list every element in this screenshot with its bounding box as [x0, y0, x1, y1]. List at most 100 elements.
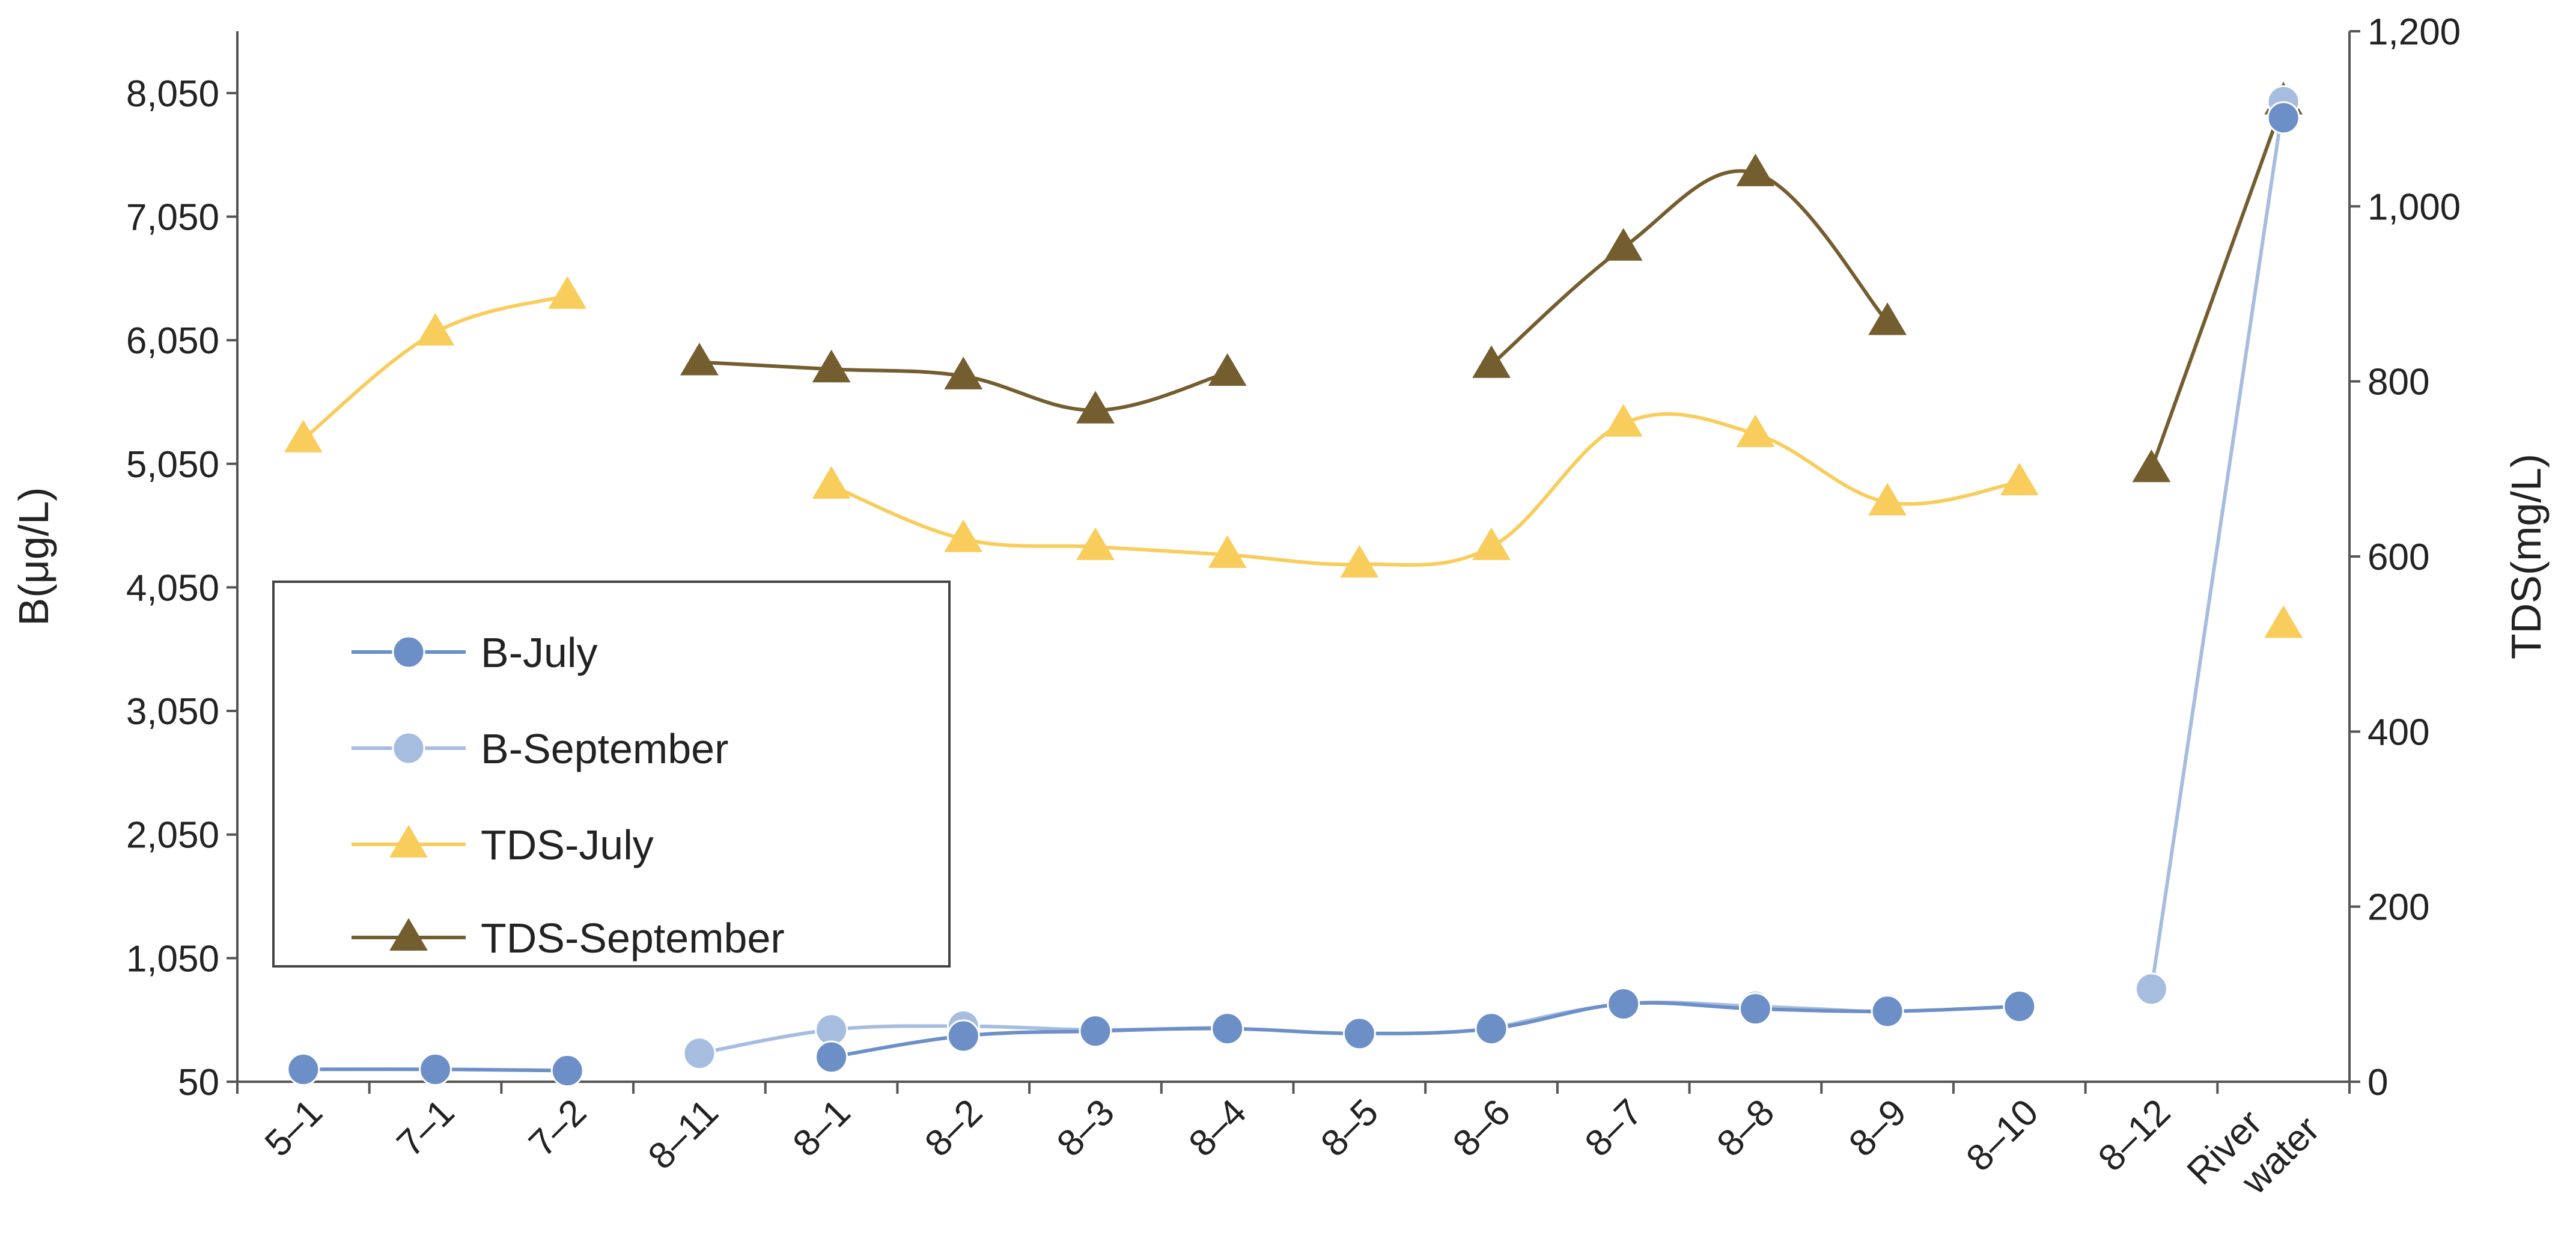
- left-y-ticks: 50 1,050 2,050 3,050 4,050 5,050 6,050 7,050 8,0…: [126, 73, 237, 1103]
- legend-label: TDS-September: [481, 915, 785, 962]
- data-point: [2000, 462, 2039, 496]
- data-point: [1472, 345, 1511, 378]
- x-tick-label: 8–5: [1313, 1091, 1386, 1165]
- data-point: [1738, 992, 1772, 1026]
- data-point: [1079, 1014, 1112, 1048]
- data-point: [812, 466, 851, 499]
- x-tick-label: 5–1: [257, 1091, 330, 1165]
- legend-marker: [392, 635, 425, 669]
- data-point: [1475, 1012, 1508, 1046]
- data-point: [419, 1052, 452, 1086]
- data-point: [1472, 527, 1511, 560]
- series-b-july: [287, 101, 2300, 1087]
- data-point: [1871, 995, 1904, 1028]
- x-tick-label: 8–7: [1577, 1091, 1651, 1165]
- x-tick-label: 8–12: [2090, 1091, 2178, 1179]
- data-point: [1340, 544, 1379, 578]
- legend-item: TDS-September: [352, 915, 785, 962]
- legend: B-July B-September TDS-July TDS-September: [272, 581, 951, 968]
- legend-item: B-September: [352, 725, 728, 772]
- right-y-tick-label: 800: [2367, 362, 2429, 403]
- data-point: [944, 356, 983, 389]
- x-tick-label: 8–8: [1709, 1091, 1782, 1165]
- left-y-tick-label: 5,050: [126, 444, 219, 486]
- left-y-tick-label: 4,050: [126, 567, 219, 609]
- data-point: [1211, 1012, 1244, 1046]
- data-point: [548, 276, 587, 309]
- data-point: [2134, 972, 2168, 1006]
- data-point: [1604, 228, 1643, 261]
- series-line: [1490, 169, 1889, 367]
- right-y-ticks: 0 200 400 600 800 1,000 1,200: [2349, 11, 2461, 1103]
- data-point: [2267, 101, 2300, 135]
- right-y-tick-label: 600: [2367, 537, 2429, 578]
- right-y-tick-label: 0: [2367, 1062, 2388, 1103]
- series-tds-september: [680, 82, 2303, 483]
- right-y-tick-label: 1,200: [2367, 11, 2461, 53]
- series-line: [831, 1001, 2020, 1059]
- data-point: [946, 1019, 980, 1053]
- right-y-axis-title: TDS(mg/L): [2503, 454, 2550, 659]
- x-tick-label: 8–4: [1181, 1091, 1255, 1165]
- legend-item: B-July: [352, 629, 597, 676]
- data-point: [1208, 353, 1247, 386]
- left-y-tick-label: 6,050: [126, 320, 219, 362]
- x-ticks: 5–1 7–1 7–2 8–11 8–1 8–2 8–3 8–4 8–5 8–6 8–7 8–8 8–9…: [236, 1076, 2351, 1225]
- series-layer: [284, 82, 2303, 1087]
- data-point: [815, 1040, 848, 1074]
- data-point: [1736, 153, 1775, 186]
- x-tick-label: 8–1: [785, 1091, 859, 1165]
- series-line: [2149, 101, 2286, 990]
- data-point: [2003, 990, 2036, 1023]
- x-tick-label: 8–3: [1049, 1091, 1122, 1165]
- data-point: [812, 349, 851, 383]
- legend-item: TDS-July: [352, 822, 654, 868]
- left-y-tick-label: 1,050: [126, 938, 219, 980]
- left-y-axis-title: B(μg/L): [10, 487, 57, 626]
- legend-label: B-September: [481, 725, 728, 772]
- x-tick-label: 8–9: [1841, 1091, 1914, 1165]
- legend-marker: [389, 825, 428, 858]
- data-point: [1868, 483, 1907, 516]
- data-point: [2132, 449, 2171, 483]
- data-point: [287, 1052, 320, 1086]
- data-point: [1607, 987, 1640, 1020]
- data-point: [1208, 535, 1247, 569]
- legend-marker: [392, 731, 425, 765]
- series-tds-july: [284, 276, 2303, 638]
- data-point: [1868, 302, 1907, 335]
- data-point: [1076, 527, 1115, 560]
- legend-box: [272, 581, 951, 968]
- x-tick-label: Riverwater: [2179, 1076, 2328, 1225]
- data-point: [944, 519, 983, 552]
- right-y-tick-label: 400: [2367, 712, 2429, 753]
- data-point: [1076, 391, 1115, 424]
- data-point: [284, 419, 323, 453]
- x-tick-label: 7–2: [521, 1091, 594, 1165]
- series-line: [830, 412, 2020, 567]
- left-y-tick-label: 8,050: [126, 73, 219, 115]
- data-point: [683, 1037, 716, 1070]
- data-point: [680, 343, 719, 376]
- legend-label: TDS-July: [481, 822, 654, 868]
- x-tick-label: 8–11: [641, 1091, 726, 1177]
- data-point: [1604, 404, 1643, 437]
- right-y-tick-label: 1,000: [2367, 186, 2461, 228]
- legend-label: B-July: [481, 629, 597, 676]
- left-y-tick-label: 2,050: [126, 815, 219, 856]
- data-point: [1342, 1017, 1376, 1050]
- x-tick-label: 8–10: [1958, 1091, 2046, 1179]
- x-tick-label: 7–1: [389, 1091, 462, 1165]
- data-point: [1736, 414, 1775, 447]
- data-point: [2264, 605, 2303, 638]
- x-tick-label: 8–2: [917, 1091, 990, 1165]
- left-y-tick-label: 3,050: [126, 691, 219, 733]
- series-line: [2149, 100, 2286, 470]
- x-tick-label: 8–6: [1445, 1091, 1518, 1165]
- right-y-tick-label: 200: [2367, 887, 2429, 928]
- legend-marker: [389, 918, 428, 951]
- data-point: [416, 312, 455, 346]
- data-point: [550, 1053, 584, 1087]
- left-y-tick-label: 7,050: [126, 197, 219, 238]
